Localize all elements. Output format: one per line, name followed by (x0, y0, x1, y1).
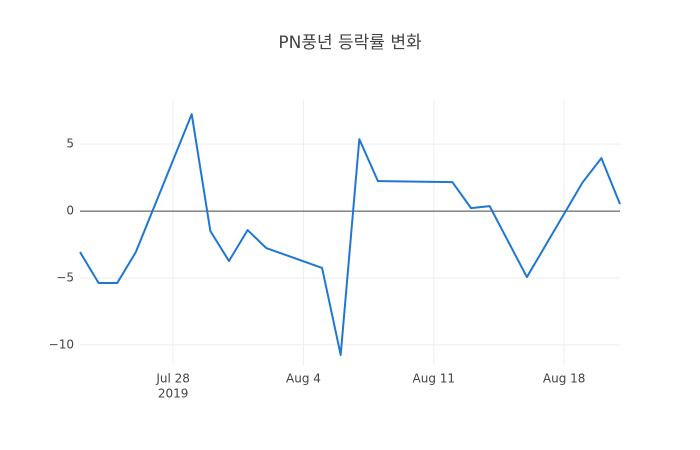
x-tick-label: Aug 18 (543, 372, 586, 386)
x-year-label: 2019 (158, 387, 189, 401)
x-tick-label: Aug 11 (413, 372, 456, 386)
y-tick-label: −10 (49, 337, 74, 351)
line (79, 113, 621, 356)
y-tick-label: 0 (66, 204, 74, 218)
y-tick-label: 5 (66, 137, 74, 151)
y-tick-label: −5 (56, 271, 74, 285)
chart-title: PN풍년 등락률 변화 (278, 33, 422, 53)
x-tick-label: Aug 4 (286, 372, 321, 386)
x-tick-label: Jul 28 (155, 372, 190, 386)
